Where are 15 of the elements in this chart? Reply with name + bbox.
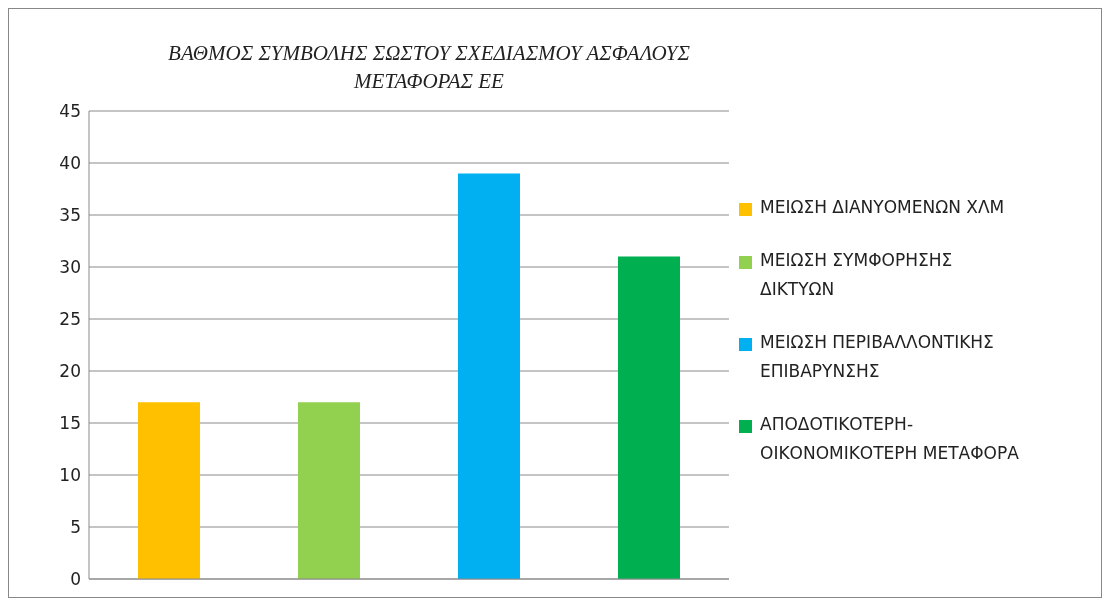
y-tick-label: 15 (59, 413, 81, 434)
legend-label: ΜΕΙΩΣΗ ΠΕΡΙΒΑΛΛΟΝΤΙΚΗΣ ΕΠΙΒΑΡΥΝΣΗΣ (760, 330, 995, 383)
legend-label: ΜΕΙΩΣΗ ΔΙΑΝΥΟΜΕΝΩΝ ΧΛΜ (760, 195, 1006, 219)
legend-label: ΑΠΟΔΟΤΙΚΟΤΕΡΗ-ΟΙΚΟΝΟΜΙΚΟΤΕΡΗ ΜΕΤΑΦΟΡΑ (760, 412, 1020, 465)
y-tick-label: 20 (59, 361, 81, 382)
y-tick-label: 5 (70, 517, 81, 538)
y-tick-label: 10 (59, 465, 81, 486)
y-tick-label: 40 (59, 153, 81, 174)
y-tick-label: 45 (59, 101, 81, 122)
y-tick-label: 30 (59, 257, 81, 278)
y-tick-label: 35 (59, 205, 81, 226)
legend-label: ΜΕΙΩΣΗ ΣΥΜΦΟΡΗΣΗΣ ΔΙΚΤΥΩΝ (760, 248, 954, 301)
y-tick-label: 25 (59, 309, 81, 330)
chart-title: ΒΑΘΜΟΣ ΣΥΜΒΟΛΗΣ ΣΩΣΤΟΥ ΣΧΕΔΙΑΣΜΟΥ ΑΣΦΑΛΟΥΣ ΜΕΤΑΦΟΡΑΣ ΕΕ (167, 40, 691, 95)
y-tick-label: 0 (70, 569, 81, 590)
